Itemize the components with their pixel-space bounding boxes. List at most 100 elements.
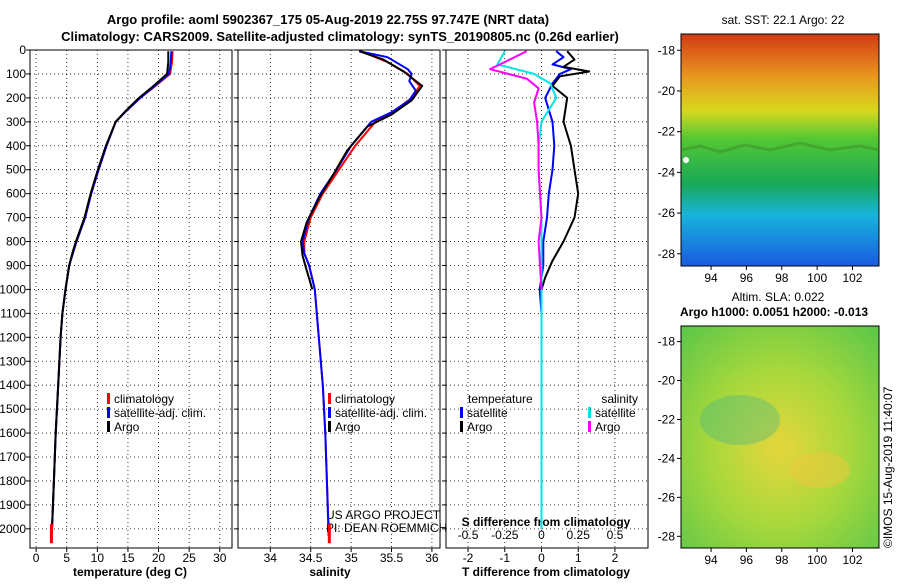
s-difference-axis-title: S difference from climatology: [462, 515, 631, 529]
lon-tick-label: 96: [740, 553, 754, 567]
depth-tick-label: 0: [19, 43, 26, 57]
depth-tick-label: 1400: [0, 378, 26, 392]
legend-label-satellite: satellite-adj. clim.: [335, 406, 427, 420]
depth-tick-label: 1900: [0, 498, 26, 512]
x-tick-label: 1: [575, 551, 582, 565]
x-tick-label: 5: [63, 551, 70, 565]
legend-swatch-s-satellite: [588, 407, 591, 418]
difference-axes: -2 -1 0 1 2 -0.5 -0.25 0 0.25 0.5: [442, 49, 648, 565]
sla-map-title: Altim. SLA: 0.022: [732, 290, 825, 304]
x-tick-label: -1: [499, 551, 510, 565]
depth-tick-label: 2000: [0, 522, 26, 536]
x-tick-label: 0: [538, 551, 545, 565]
legend-label-t-satellite: satellite: [467, 406, 508, 420]
lat-tick-label: -18: [658, 335, 676, 349]
depth-tick-label: 300: [6, 115, 26, 129]
lon-tick-label: 100: [807, 553, 827, 567]
lon-tick-label: 102: [842, 553, 862, 567]
difference-series-t-argo: [540, 50, 591, 290]
lon-tick-label: 98: [775, 553, 789, 567]
legend-label-argo: Argo: [335, 420, 361, 434]
x-tick-label: 25: [182, 551, 196, 565]
x-tick-label: -2: [463, 551, 474, 565]
legend-label-s-satellite: satellite: [595, 406, 636, 420]
depth-tick-label: 700: [6, 211, 26, 225]
difference-plot-frame: [445, 49, 649, 549]
lat-tick-label: -20: [658, 84, 676, 98]
depth-tick-label: 800: [6, 235, 26, 249]
sst-map-panel: sat. SST: 22.1 Argo: 22: [680, 13, 880, 267]
lat-tick-label: -18: [658, 43, 676, 57]
lon-tick-label: 96: [740, 271, 754, 285]
x-tick-label: 30: [213, 551, 227, 565]
lat-tick-label: -26: [658, 206, 676, 220]
lat-tick-label: -24: [658, 451, 676, 465]
legend-swatch-s-argo: [588, 421, 591, 432]
depth-tick-label: 900: [6, 258, 26, 272]
x-tick-label: 35.5: [380, 551, 404, 565]
x-tick-label: 0: [33, 551, 40, 565]
lon-tick-label: 100: [807, 271, 827, 285]
legend-swatch-climatology: [107, 393, 110, 404]
x-tick-label: 36: [425, 551, 439, 565]
lon-tick-label: 98: [775, 271, 789, 285]
lat-tick-label: -22: [658, 412, 676, 426]
depth-tick-label: 1800: [0, 474, 26, 488]
lat-tick-label: -28: [658, 247, 676, 261]
salinity-xlabel: salinity: [309, 565, 351, 579]
legend-label-argo: Argo: [114, 420, 140, 434]
x-tick-label: 2: [612, 551, 619, 565]
lon-tick-label: 94: [704, 271, 718, 285]
depth-tick-label: 1600: [0, 426, 26, 440]
legend-swatch-satellite: [328, 407, 331, 418]
depth-tick-label: 600: [6, 187, 26, 201]
depth-tick-label: 400: [6, 139, 26, 153]
credit-project: US ARGO PROJECT: [326, 508, 441, 522]
depth-tick-label: 1200: [0, 330, 26, 344]
legend-label-climatology: climatology: [114, 392, 174, 406]
salinity-panel: salinity: [237, 49, 441, 579]
x-tick-label: 34: [264, 551, 278, 565]
temperature-panel: temperature (deg C): [29, 49, 233, 579]
salinity-series-argo: [300, 50, 424, 290]
salinity-plot-frame: [237, 49, 441, 549]
legend-label-t-argo: Argo: [467, 420, 493, 434]
s-diff-tick-label: 0.5: [607, 528, 624, 542]
sla-map-panel: Altim. SLA: 0.022 Argo h1000: 0.0051 h20…: [680, 290, 880, 549]
temperature-series-argo: [51, 51, 170, 529]
title-line-2: Climatology: CARS2009. Satellite-adjuste…: [61, 29, 619, 44]
sla-map-axes: -18 -20 -22 -24 -26 -28 94 96 98 100 102: [658, 335, 863, 567]
depth-tick-label: 1300: [0, 354, 26, 368]
temperature-xlabel: temperature (deg C): [73, 565, 187, 579]
sla-low-patch: [700, 395, 780, 445]
sst-map-title: sat. SST: 22.1 Argo: 22: [722, 13, 845, 27]
depth-tick-label: 500: [6, 163, 26, 177]
temperature-plot-frame: [29, 49, 233, 549]
legend-swatch-t-argo: [460, 421, 463, 432]
salinity-climatology-bottom-marker: [327, 524, 331, 544]
legend-swatch-satellite: [107, 407, 110, 418]
x-tick-label: 10: [91, 551, 105, 565]
legend-temperature-heading: temperature: [468, 392, 533, 406]
depth-tick-label: 1700: [0, 450, 26, 464]
s-diff-tick-label: -0.25: [491, 528, 519, 542]
credit-pi: PI: DEAN ROEMMICH: [326, 521, 447, 535]
legend-label-satellite: satellite-adj. clim.: [114, 406, 206, 420]
difference-xlabel: T difference from climatology: [462, 565, 630, 579]
sst-map-axes: -18 -20 -22 -24 -26 -28 94 96 98 100 102: [658, 43, 863, 285]
legend-swatch-argo: [328, 421, 331, 432]
sst-texture: [680, 141, 880, 154]
sst-land-speck: [683, 157, 689, 163]
imos-stamp: ©IMOS 15-Aug-2019 11:40:07: [881, 386, 895, 548]
legend-salinity-heading: salinity: [601, 392, 638, 406]
lat-tick-label: -20: [658, 374, 676, 388]
legend-label-s-argo: Argo: [595, 420, 621, 434]
x-tick-label: 34.5: [299, 551, 323, 565]
depth-tick-label: 1500: [0, 402, 26, 416]
depth-tick-label: 1100: [0, 306, 26, 320]
sla-map-subtitle: Argo h1000: 0.0051 h2000: -0.013: [680, 305, 868, 319]
difference-legend: temperature satellite Argo salinity sate…: [460, 392, 638, 529]
lat-tick-label: -24: [658, 165, 676, 179]
